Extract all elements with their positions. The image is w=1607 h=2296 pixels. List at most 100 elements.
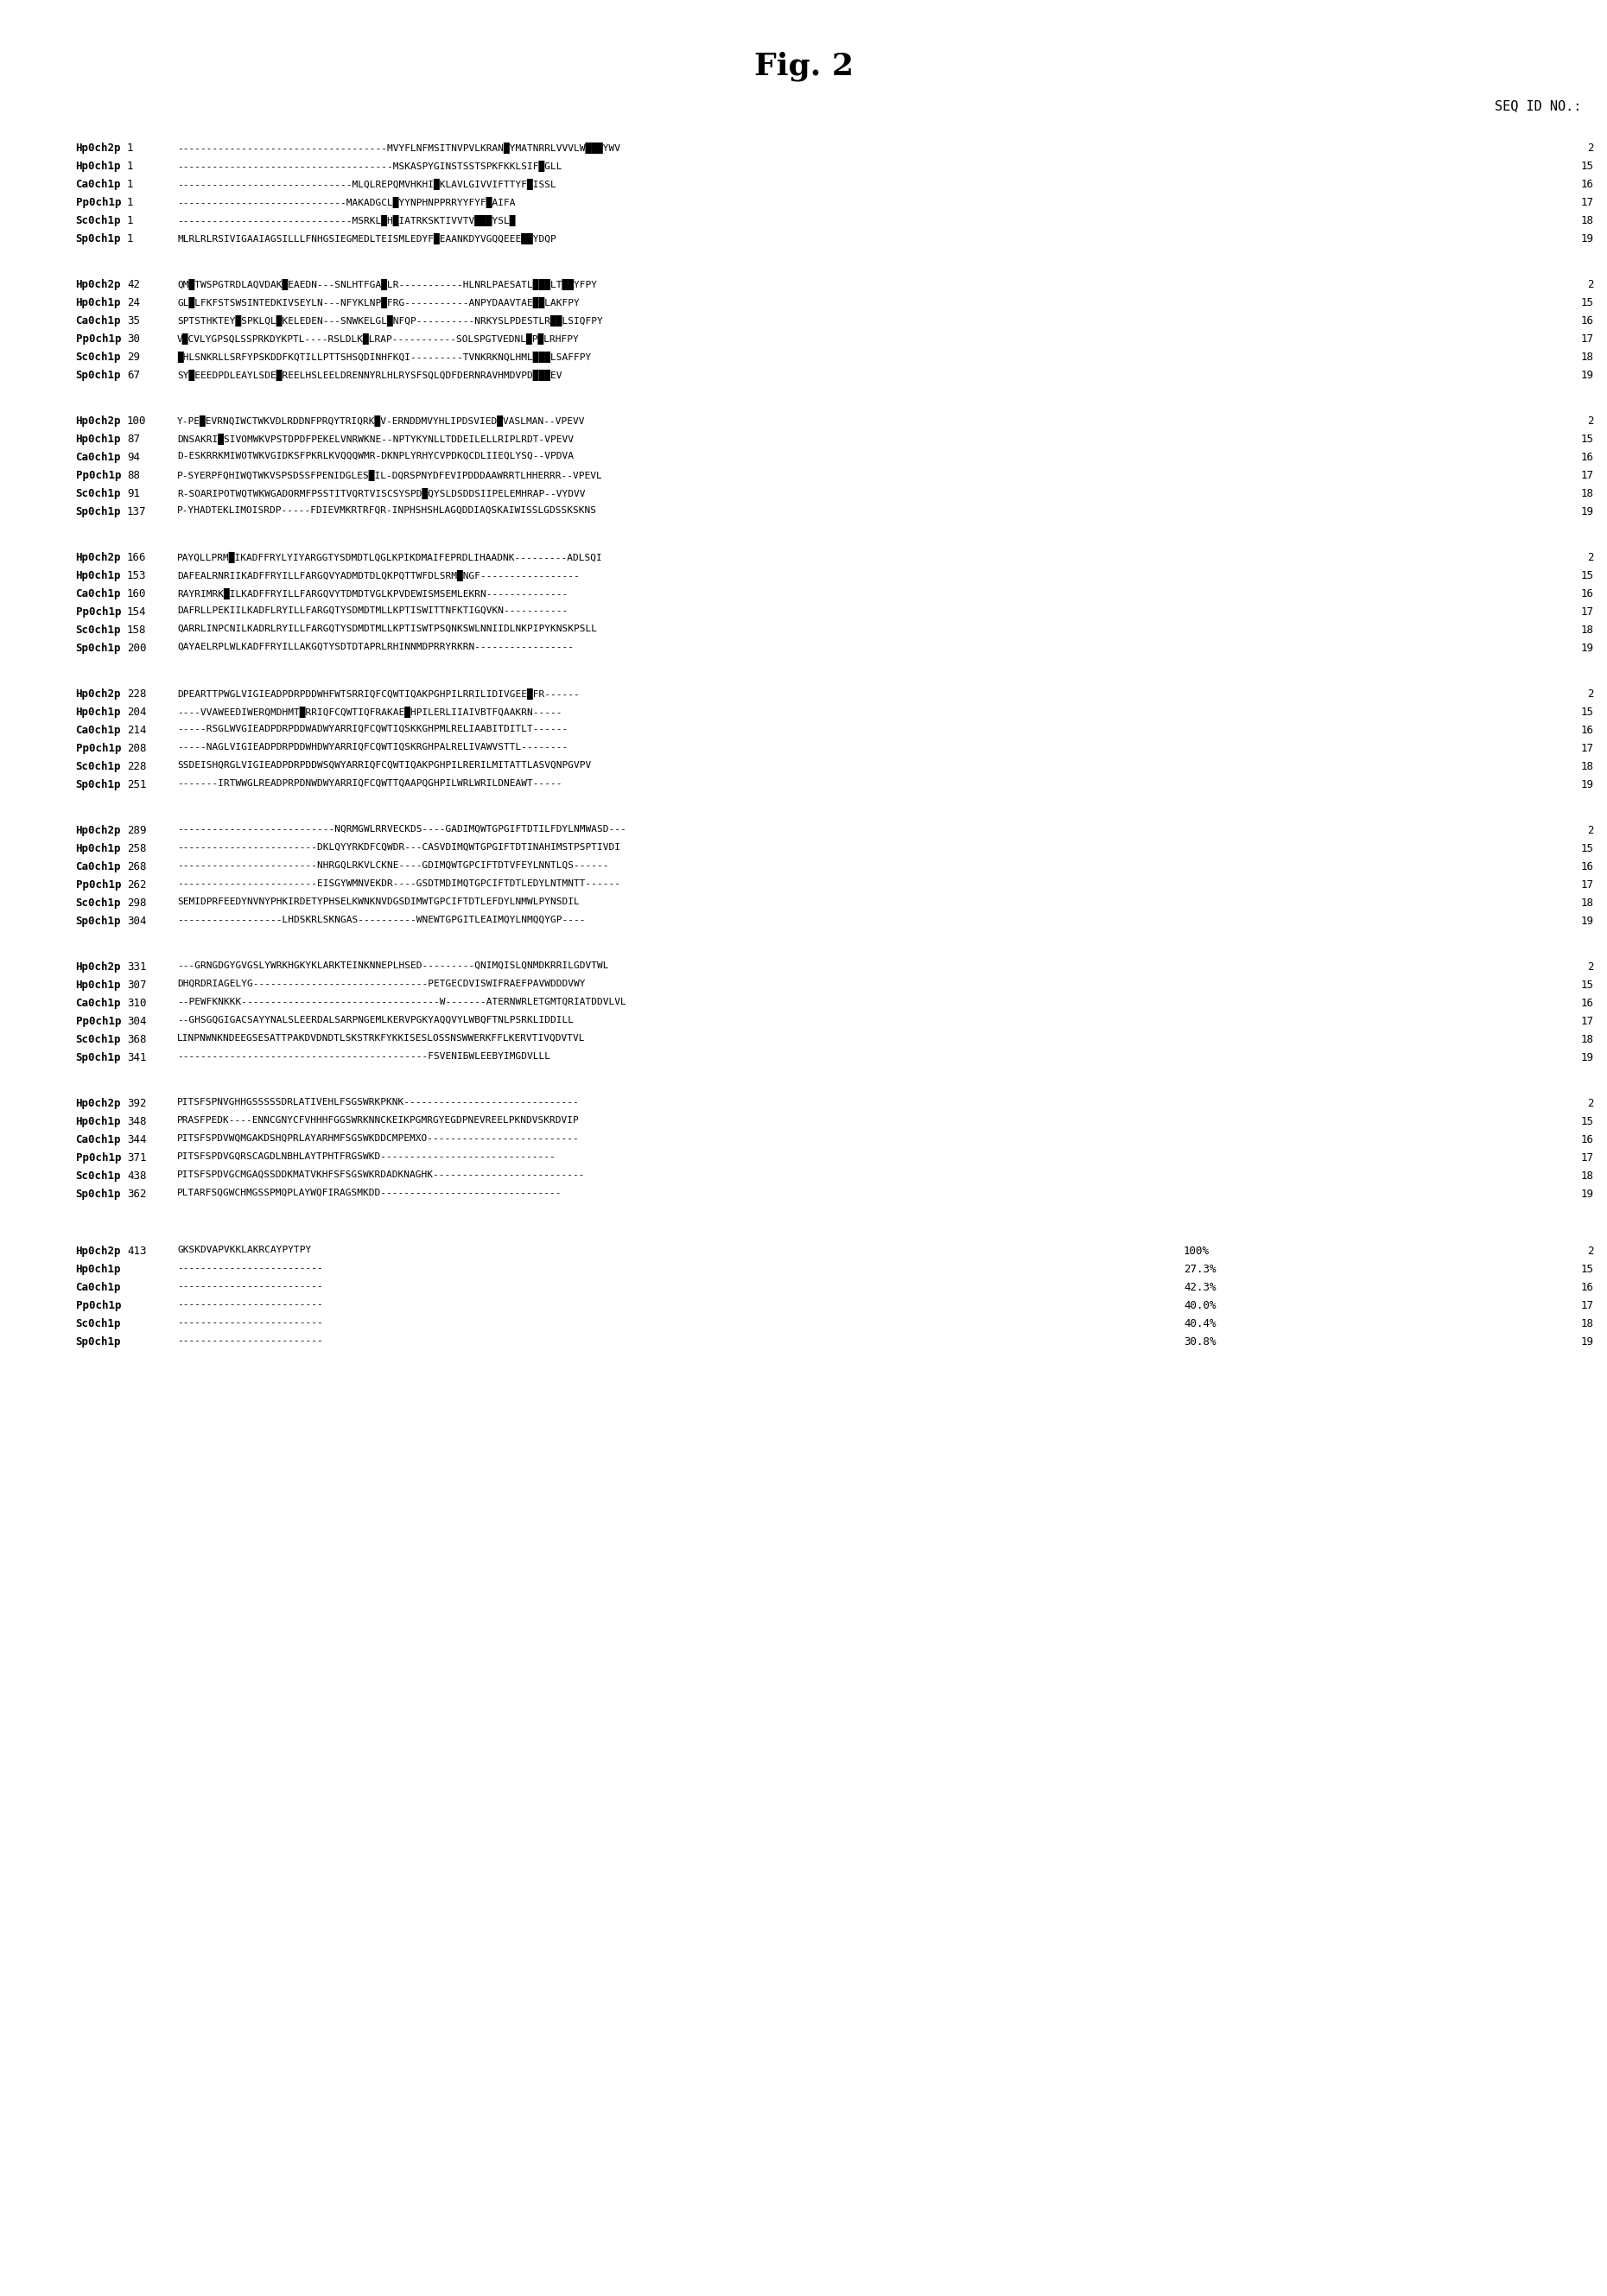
Text: ------------------------------------MVYFLNFMSITNVPVLKRAN█YMATNRRLVVVLW███YWV: ------------------------------------MVYF…: [177, 142, 620, 154]
Text: Ca0ch1p: Ca0ch1p: [76, 588, 121, 599]
Text: Pp0ch1p: Pp0ch1p: [76, 471, 121, 482]
Text: ------------------------DKLQYYRKDFCQWDR---CASVDIMQWTGPGIFTDTINAHIMSTPSPTIVDI: ------------------------DKLQYYRKDFCQWDR-…: [177, 843, 620, 852]
Text: RAYRIMRK█ILKADFFRYILLFARGQVYTDMDTVGLKPVDEWISMSEMLEКRN--------------: RAYRIMRK█ILKADFFRYILLFARGQVYTDMDTVGLKPVD…: [177, 588, 567, 599]
Text: 289: 289: [127, 824, 146, 836]
Text: -----RSGLWVGIEADPDRPDDWADWYARRIQFCQWTIQSKKGHPMLRELIAABITDITLT------: -----RSGLWVGIEADPDRPDDWADWYARRIQFCQWTIQS…: [177, 726, 567, 732]
Text: Sc0ch1p: Sc0ch1p: [76, 1171, 121, 1182]
Text: Sc0ch1p: Sc0ch1p: [76, 625, 121, 636]
Text: ----VVAWEEDIWERQMDHMT█RRIQFCQWTIQFRAKAE█HPILERLIIAIVBTFQAAKRN-----: ----VVAWEEDIWERQMDHMT█RRIQFCQWTIQFRAKAE█…: [177, 707, 562, 719]
Text: -------------------------------------------FSVENIБWLEEBYIMGDVLLL: ----------------------------------------…: [177, 1052, 550, 1061]
Text: Hp0ch2p: Hp0ch2p: [76, 280, 121, 289]
Text: 30: 30: [127, 333, 140, 344]
Text: Ca0ch1p: Ca0ch1p: [76, 726, 121, 737]
Text: 15: 15: [1581, 843, 1594, 854]
Text: Pp0ch1p: Pp0ch1p: [76, 333, 121, 344]
Text: Ca0ch1p: Ca0ch1p: [76, 861, 121, 872]
Text: R-SOARIPOTWQTWKWGADORMFPSSTITVQRTVISCSYSPD█QYSLDSDDSIIPELEMHRAP--VYDVV: R-SOARIPOTWQTWKWGADORMFPSSTITVQRTVISCSYS…: [177, 489, 585, 498]
Text: 298: 298: [127, 898, 146, 909]
Text: 413: 413: [127, 1247, 146, 1256]
Text: 16: 16: [1581, 179, 1594, 191]
Text: SPTSTHKTEY█SPKLQL█KELEDEN---SNWKELGL█NFQP----------NRKYSLPDESTLR██LSIQFPY: SPTSTHKTEY█SPKLQL█KELEDEN---SNWKELGL█NFQ…: [177, 315, 603, 326]
Text: 42: 42: [127, 280, 140, 289]
Text: 251: 251: [127, 778, 146, 790]
Text: -----------------------------MAKADGCL█YYNPHNPPRRYYFYF█AIFA: -----------------------------MAKADGCL█YY…: [177, 197, 516, 209]
Text: QARRLINPCNILKADRLRYILLFARGQTYSDMDTMLLKPTISWTPSQNKSWLNNIIDLNKPIPYKNSKPSLL: QARRLINPCNILKADRLRYILLFARGQTYSDMDTMLLKPT…: [177, 625, 598, 634]
Text: 1: 1: [127, 142, 133, 154]
Text: Ca0ch1p: Ca0ch1p: [76, 1281, 121, 1293]
Text: 27.3%: 27.3%: [1184, 1263, 1216, 1274]
Text: Hp0ch1p: Hp0ch1p: [76, 434, 121, 445]
Text: 18: 18: [1581, 1171, 1594, 1182]
Text: 153: 153: [127, 569, 146, 581]
Text: Sp0ch1p: Sp0ch1p: [76, 643, 121, 654]
Text: 15: 15: [1581, 569, 1594, 581]
Text: 2: 2: [1588, 416, 1594, 427]
Text: Sp0ch1p: Sp0ch1p: [76, 916, 121, 928]
Text: 154: 154: [127, 606, 146, 618]
Text: DHQRDRIAGELYG------------------------------PETGECDVISWIFRAEFPAVWDDDVWY: DHQRDRIAGELYG---------------------------…: [177, 980, 585, 987]
Text: ------------------LHDSКRLSKNGAS----------WNEWTGPGITLEAIMQYLNMQQYGP----: ------------------LHDSКRLSKNGAS---------…: [177, 916, 585, 925]
Text: Sc0ch1p: Sc0ch1p: [76, 1318, 121, 1329]
Text: 19: 19: [1581, 778, 1594, 790]
Text: Sp0ch1p: Sp0ch1p: [76, 505, 121, 517]
Text: P-SYERPFQHIWQTWKVSPSDSSFPENIDGLES█IL-DQRSPNYDFEVIPDDDAAWRRTLHHERRR--VPEVL: P-SYERPFQHIWQTWKVSPSDSSFPENIDGLES█IL-DQR…: [177, 471, 603, 482]
Text: -----NAGLVIGIEADPDRPDDWHDWYARRIQFCQWTIQSKRGHPALRELIVAWVSTTL--------: -----NAGLVIGIEADPDRPDDWHDWYARRIQFCQWTIQS…: [177, 744, 567, 751]
Text: 204: 204: [127, 707, 146, 719]
Text: 1: 1: [127, 234, 133, 243]
Text: ------------------------------MLQLREPQMVHKHI█KLAVLGIVVIFTTYF█ISSL: ------------------------------MLQLREPQMV…: [177, 179, 556, 191]
Text: 15: 15: [1581, 161, 1594, 172]
Text: 17: 17: [1581, 1300, 1594, 1311]
Text: 16: 16: [1581, 726, 1594, 737]
Text: SSDEISHQRGLVIGIEADPDRPDDWSQWYARRIQFCQWTIQAKPGHPILRERILMITATTLASVQNPGVPV: SSDEISHQRGLVIGIEADPDRPDDWSQWYARRIQFCQWTI…: [177, 760, 591, 769]
Text: 2: 2: [1588, 962, 1594, 974]
Text: 29: 29: [127, 351, 140, 363]
Text: 42.3%: 42.3%: [1184, 1281, 1216, 1293]
Text: Pp0ch1p: Pp0ch1p: [76, 744, 121, 753]
Text: PITSFSPDVWQMGAKDSHQPRLAYARHMFSGSWKDDCMPEMXO--------------------------: PITSFSPDVWQMGAKDSHQPRLAYARHMFSGSWKDDCMPE…: [177, 1134, 580, 1143]
Text: Sc0ch1p: Sc0ch1p: [76, 489, 121, 498]
Text: Pp0ch1p: Pp0ch1p: [76, 197, 121, 209]
Text: ---GRNGDGYGVGSLYWRKHGKYKLARKTЕINKNNEPLHSED---------QNIMQISLQNMDKRRILGDVTWL: ---GRNGDGYGVGSLYWRKHGKYKLARKTЕINKNNEPLHS…: [177, 962, 609, 969]
Text: 2: 2: [1588, 551, 1594, 563]
Text: 214: 214: [127, 726, 146, 737]
Text: 17: 17: [1581, 333, 1594, 344]
Text: 18: 18: [1581, 489, 1594, 498]
Text: PITSFSPDVGCMGAQSSDDKMATVKHFSFSGSWKRDADKNAGHK--------------------------: PITSFSPDVGCMGAQSSDDKMATVKHFSFSGSWKRDADKN…: [177, 1171, 585, 1180]
Text: 2: 2: [1588, 142, 1594, 154]
Text: 158: 158: [127, 625, 146, 636]
Text: 18: 18: [1581, 1033, 1594, 1045]
Text: --GHSGQGIGACSAYYNALSLEERDALSARPNGEMLKERVPGKYAQQVYLWBQFTNLPSRKLIDDILL: --GHSGQGIGACSAYYNALSLEERDALSARPNGEMLKERV…: [177, 1015, 574, 1024]
Text: 2: 2: [1588, 1247, 1594, 1256]
Text: 331: 331: [127, 962, 146, 974]
Text: Hp0ch1p: Hp0ch1p: [76, 980, 121, 992]
Text: 19: 19: [1581, 1336, 1594, 1348]
Text: LINPNWNKNDEEGSESATTPAKDVDNDTLSKSTRKFYKKISESLOSSNSWWERKFFLKERVTIVQDVTVL: LINPNWNKNDEEGSESATTPAKDVDNDTLSKSTRKFYKKI…: [177, 1033, 585, 1042]
Text: ------------------------------MSRKL█H█IATRKSKTIVVTV███YSL█: ------------------------------MSRKL█H█IA…: [177, 216, 516, 227]
Text: 67: 67: [127, 370, 140, 381]
Text: Sp0ch1p: Sp0ch1p: [76, 1336, 121, 1348]
Text: 15: 15: [1581, 1116, 1594, 1127]
Text: 208: 208: [127, 744, 146, 753]
Text: ------------------------NHRGQLRKVLCKNE----GDIMQWTGPCIFTDTVFEYLNNTLQS------: ------------------------NHRGQLRKVLCKNE--…: [177, 861, 609, 870]
Text: Hp0ch1p: Hp0ch1p: [76, 843, 121, 854]
Text: PLTARFSQGWCHMGSSPMQPLAYWQFIRAGSMKDD-------------------------------: PLTARFSQGWCHMGSSPMQPLAYWQFIRAGSMKDD-----…: [177, 1189, 562, 1196]
Text: -------------------------------------MSKASPYGINSTSSTSPKFKKLSIF█GLL: -------------------------------------MSK…: [177, 161, 562, 172]
Text: PITSFSPNVGHHGSSSSSDRLATIVEHLFSGSWRKPKNK------------------------------: PITSFSPNVGHHGSSSSSDRLATIVEHLFSGSWRKPKNK-…: [177, 1097, 580, 1107]
Text: 17: 17: [1581, 879, 1594, 891]
Text: 392: 392: [127, 1097, 146, 1109]
Text: 15: 15: [1581, 434, 1594, 445]
Text: 160: 160: [127, 588, 146, 599]
Text: QAYAELRPLWLKADFFRYILLAKGQTYSDTDTAPRLRHINNMDPRRYRKRN-----------------: QAYAELRPLWLKADFFRYILLAKGQTYSDTDTAPRLRHIN…: [177, 643, 574, 652]
Text: 228: 228: [127, 760, 146, 771]
Text: Sc0ch1p: Sc0ch1p: [76, 898, 121, 909]
Text: Hp0ch2p: Hp0ch2p: [76, 689, 121, 700]
Text: Sp0ch1p: Sp0ch1p: [76, 234, 121, 243]
Text: 1: 1: [127, 216, 133, 227]
Text: 371: 371: [127, 1153, 146, 1164]
Text: 19: 19: [1581, 505, 1594, 517]
Text: Fig. 2: Fig. 2: [754, 53, 853, 83]
Text: 19: 19: [1581, 1189, 1594, 1201]
Text: 2: 2: [1588, 824, 1594, 836]
Text: 100: 100: [127, 416, 146, 427]
Text: QM█TWSPGTRDLAQVDAK█EAEDN---SNLHTFGA█LR-----------HLNRLPAESATL███LT██YFPY: QM█TWSPGTRDLAQVDAK█EAEDN---SNLHTFGA█LR--…: [177, 280, 598, 289]
